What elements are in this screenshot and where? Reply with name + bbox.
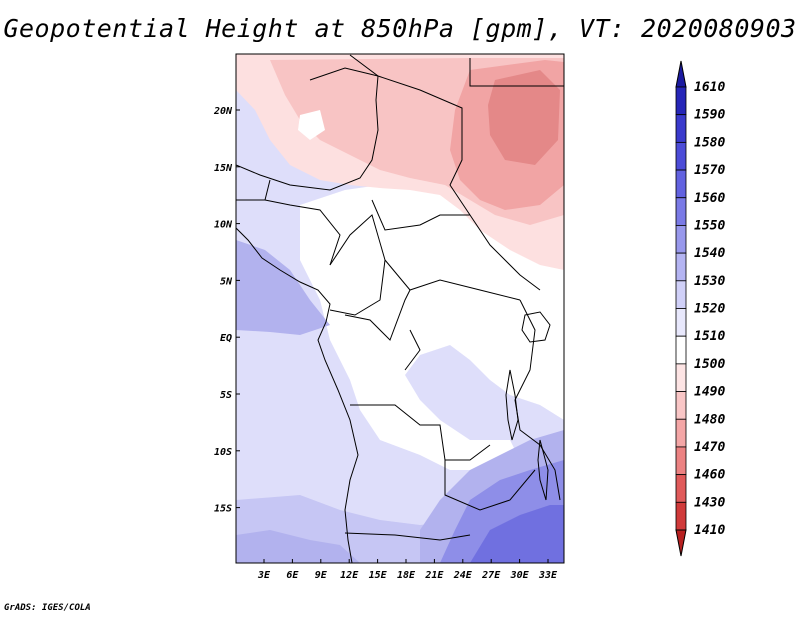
colorbar-label: 1570: [694, 163, 725, 178]
lon-tick-label: 15E: [369, 570, 388, 581]
field-pink-region-4: [488, 70, 560, 165]
lat-tick-label: EQ: [220, 333, 232, 344]
lat-tick-label: 5N: [220, 276, 233, 287]
colorbar-swatch: [675, 169, 687, 199]
colorbar-label: 1530: [694, 274, 725, 289]
border-chad-car: [371, 199, 470, 231]
footer-credit: GrADS: IGES/COLA: [4, 603, 91, 613]
lake-malawi: [537, 439, 549, 501]
colorbar-label: 1480: [694, 412, 725, 427]
border-congo: [344, 289, 411, 341]
border-angola-namibia: [344, 532, 471, 541]
colorbar-label: 1540: [694, 246, 725, 261]
field-blue-coast: [236, 240, 330, 335]
lon-tick-label: 33E: [538, 570, 558, 581]
colorbar-label: 1470: [694, 440, 725, 455]
field-white-patch: [298, 110, 325, 140]
coastline-west: [236, 227, 359, 563]
field-blue-southeast-3: [470, 505, 564, 563]
lon-tick-label: 30E: [510, 570, 530, 581]
colorbar-swatch: [675, 141, 687, 171]
colorbar-label: 1490: [694, 385, 725, 400]
lat-tick-label: 10S: [214, 447, 232, 458]
colorbar-swatch: [675, 391, 687, 420]
colorbar-label: 1610: [694, 80, 725, 95]
colorbar-swatch: [675, 446, 687, 476]
colorbar-swatch: [675, 280, 687, 309]
colorbar-label: 1460: [694, 468, 725, 483]
lon-tick-label: 12E: [340, 570, 359, 581]
longitude-ticks: 3E 6E 9E 12E 15E 18E 21E 24E 27E 30E 33E: [257, 559, 558, 581]
border-libya: [309, 67, 379, 81]
colorbar-label: 1590: [694, 108, 725, 123]
colorbar-swatch: [675, 363, 687, 392]
colorbar-label: 1510: [694, 329, 725, 344]
coast-river-1: [404, 329, 421, 371]
border-egypt: [469, 58, 564, 87]
lat-tick-label: 20N: [213, 106, 233, 117]
colorbar-label: 1550: [694, 218, 725, 233]
lat-tick-label: 5S: [220, 390, 232, 401]
colorbar-swatch: [675, 474, 687, 503]
colorbar-label: 1410: [694, 523, 725, 538]
colorbar-swatch: [675, 225, 687, 254]
border-drc-angola: [350, 404, 491, 461]
colorbar-label: 1500: [694, 357, 725, 372]
lon-tick-label: 6E: [286, 570, 299, 581]
map-frame: [235, 53, 565, 564]
border-sahel: [236, 54, 379, 191]
border-niger: [236, 179, 271, 201]
border-sudan: [377, 75, 541, 291]
latitude-ticks: 20N 15N 10N 5N EQ 5S 10S 15S: [213, 106, 240, 515]
border-car-drc: [384, 259, 521, 301]
lon-tick-label: 18E: [397, 570, 416, 581]
country-borders: [236, 54, 564, 563]
colorbar-label: 1560: [694, 191, 725, 206]
lat-tick-label: 10N: [214, 220, 233, 231]
colorbar-swatch: [675, 418, 687, 448]
colorbar-label: 1520: [694, 302, 725, 317]
map-title: Geopotential Height at 850hPa [gpm], VT:…: [3, 14, 797, 43]
lon-tick-label: 27E: [481, 570, 501, 581]
colorbar-label: 1430: [694, 495, 725, 510]
colorbar-swatch: [675, 86, 687, 116]
lon-tick-label: 9E: [315, 570, 328, 581]
border-zambia: [444, 460, 536, 511]
colorbar-swatch: [675, 197, 687, 226]
border-cameroon: [329, 214, 386, 316]
colorbar-top-arrow: [675, 60, 687, 88]
geopotential-field: [236, 54, 564, 563]
lake-victoria: [521, 311, 551, 343]
colorbar-bottom-arrow: [675, 529, 687, 557]
colorbar-swatch: [675, 114, 687, 143]
colorbar-swatch: [675, 335, 687, 365]
lon-tick-label: 21E: [424, 570, 444, 581]
field-blue-sw-corner: [236, 530, 360, 563]
lake-tanganyika: [505, 369, 519, 441]
lat-tick-label: 15S: [214, 504, 232, 515]
colorbar-swatch: [675, 308, 687, 337]
lat-tick-label: 15N: [214, 163, 233, 174]
colorbar-label: 1580: [694, 135, 725, 150]
field-white-region: [300, 185, 564, 470]
colorbar-swatch: [675, 252, 687, 282]
lon-tick-label: 3E: [257, 570, 271, 581]
border-nigeria: [264, 199, 341, 266]
colorbar-swatch: [675, 501, 687, 531]
lon-tick-label: 24E: [453, 570, 473, 581]
colorbar: 1610 1590 1580 1570 1560 1550 1540 1530 1520 1510…: [675, 60, 725, 557]
